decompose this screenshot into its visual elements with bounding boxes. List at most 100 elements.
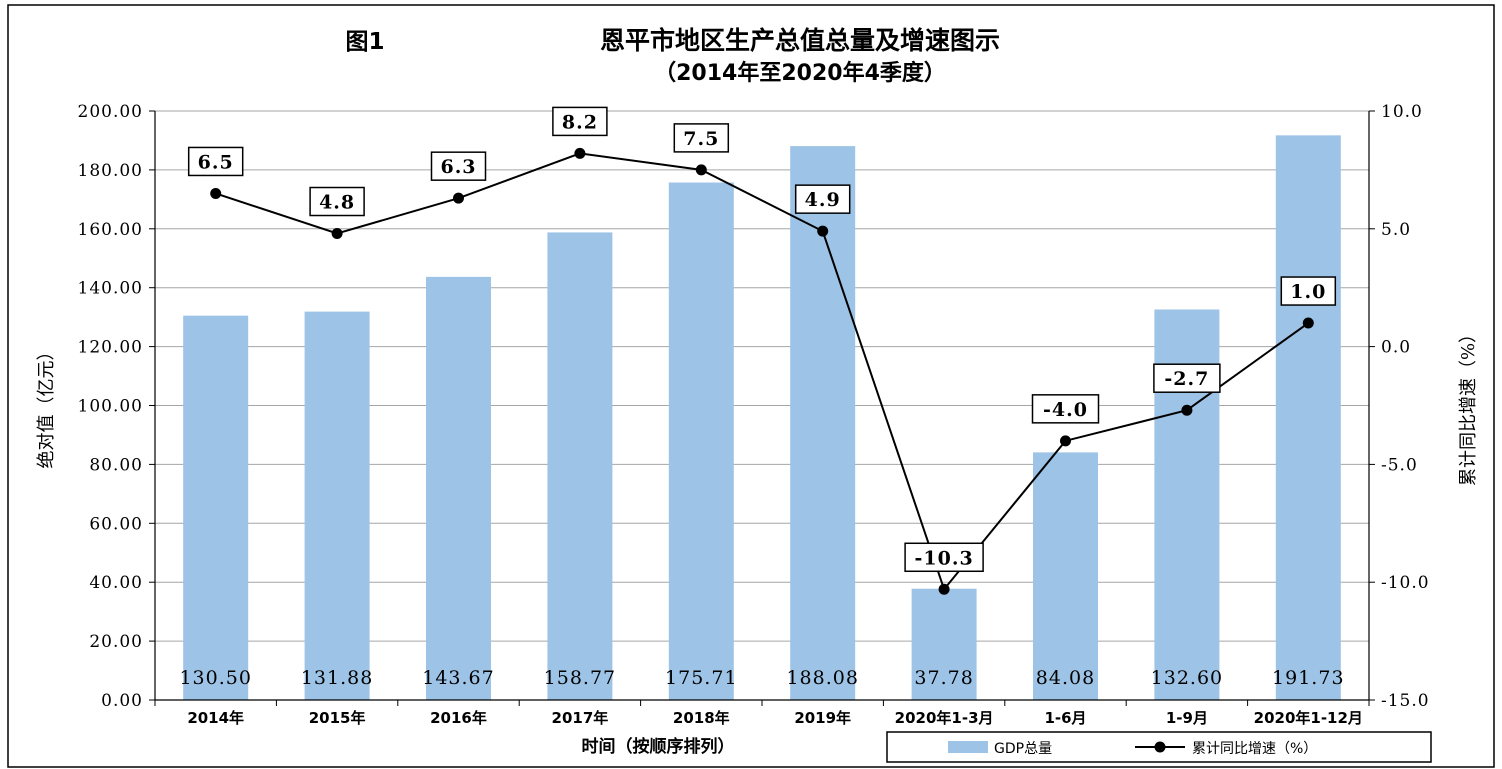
growth-label-text: 4.9 bbox=[805, 189, 841, 211]
bar-value-labels: 130.50 131.88 143.67 158.77 175.71 188.08 37.7… bbox=[179, 667, 1344, 689]
y-tick-label: 80.00 bbox=[89, 455, 143, 475]
y2-tick-label: -10.0 bbox=[1381, 573, 1430, 593]
growth-label-box bbox=[309, 186, 365, 217]
growth-label-box bbox=[1031, 394, 1100, 424]
bar-value-label: 37.78 bbox=[914, 667, 973, 689]
line-series bbox=[210, 147, 1314, 595]
bar bbox=[183, 315, 249, 700]
bar bbox=[547, 232, 613, 700]
bar bbox=[426, 276, 491, 700]
growth-label-text: -4.0 bbox=[1043, 399, 1088, 421]
bar-value-label: 84.08 bbox=[1036, 667, 1095, 689]
bar bbox=[1275, 135, 1341, 700]
x-tick-label: 2018年 bbox=[673, 709, 730, 727]
growth-label-text: 6.3 bbox=[440, 156, 476, 178]
x-tick-label: 2017年 bbox=[552, 709, 609, 727]
bar bbox=[668, 182, 734, 700]
x-tick-label: 2019年 bbox=[794, 709, 851, 727]
y-tick-label: 180.00 bbox=[78, 161, 143, 181]
bar bbox=[304, 311, 370, 700]
x-tick-label: 2015年 bbox=[309, 709, 366, 727]
growth-label-text: -10.3 bbox=[915, 547, 974, 569]
x-axis-ticks: 2014年 2015年 2016年 2017年 2018年 2019年 2020年1-3月 1… bbox=[187, 709, 1363, 727]
growth-label-text: -2.7 bbox=[1164, 368, 1209, 390]
growth-label-box bbox=[1153, 363, 1221, 393]
y2-tick-label: 5.0 bbox=[1381, 220, 1411, 240]
bar-value-label: 131.88 bbox=[301, 667, 373, 689]
left-axis-ticks: 0.00 20.00 40.00 60.00 80.00 100.00 120.00 140.… bbox=[78, 102, 143, 711]
growth-point bbox=[574, 147, 586, 159]
y-tick-label: 40.00 bbox=[89, 573, 143, 593]
y-tick-label: 140.00 bbox=[78, 279, 143, 299]
legend-line-marker bbox=[1154, 741, 1166, 753]
growth-label-box bbox=[430, 151, 487, 181]
growth-label-text: 4.8 bbox=[319, 192, 355, 214]
chart-title: 恩平市地区生产总值总量及增速图示 bbox=[600, 26, 1000, 55]
growth-label-box bbox=[904, 542, 984, 573]
growth-label-box bbox=[552, 106, 608, 137]
growth-point bbox=[331, 228, 343, 240]
growth-label: -10.3 bbox=[904, 542, 984, 573]
growth-label-box bbox=[1280, 276, 1337, 306]
y2-tick-label: -15.0 bbox=[1381, 691, 1430, 711]
growth-label: 8.2 bbox=[552, 106, 608, 137]
growth-label-text: 6.5 bbox=[198, 151, 234, 173]
growth-label-box bbox=[673, 123, 730, 153]
growth-point bbox=[453, 192, 464, 204]
bar bbox=[1033, 452, 1098, 700]
growth-label: -4.0 bbox=[1031, 394, 1100, 424]
legend: GDP总量 累计同比增速（%） bbox=[886, 731, 1432, 763]
growth-label-text: 8.2 bbox=[562, 111, 598, 133]
growth-label-text: 7.5 bbox=[683, 128, 719, 150]
growth-label-text: 1.0 bbox=[1290, 281, 1326, 303]
y-tick-label: 60.00 bbox=[89, 514, 143, 534]
x-axis-title: 时间（按顺序排列） bbox=[582, 736, 735, 757]
growth-line bbox=[215, 152, 1309, 592]
axes bbox=[149, 110, 1375, 706]
growth-label: 6.3 bbox=[430, 151, 487, 181]
chart-subtitle: （2014年至2020年4季度） bbox=[654, 60, 946, 86]
y-tick-label: 0.00 bbox=[101, 691, 143, 711]
x-tick-label: 2016年 bbox=[430, 709, 487, 727]
growth-point bbox=[817, 225, 829, 237]
right-axis-ticks: -15.0 -10.0 -5.0 0.0 5.0 10.0 bbox=[1381, 102, 1430, 711]
growth-label: 7.5 bbox=[673, 123, 730, 153]
chart-figure-number: 图1 bbox=[345, 29, 384, 55]
growth-label-box bbox=[187, 146, 244, 177]
growth-point bbox=[1181, 404, 1193, 416]
bar-value-label: 158.77 bbox=[544, 667, 616, 689]
y2-tick-label: 10.0 bbox=[1381, 102, 1423, 122]
bar-value-label: 130.50 bbox=[179, 667, 251, 689]
growth-point bbox=[210, 187, 222, 199]
y-tick-label: 20.00 bbox=[89, 632, 143, 652]
line-value-labels: 6.5 4.8 6.3 8.2 7.5 4.9 -10.3 -4.0 -2.7 1.0 bbox=[187, 106, 1337, 573]
bar-value-label: 191.73 bbox=[1272, 667, 1344, 689]
y-axis-title: 绝对值（亿元） bbox=[36, 343, 57, 469]
y-tick-label: 120.00 bbox=[78, 338, 143, 358]
legend-line-label: 累计同比增速（%） bbox=[1192, 741, 1317, 757]
y2-axis-title: 累计同比增速（%） bbox=[1458, 325, 1479, 486]
growth-point bbox=[695, 164, 707, 176]
growth-label: 4.8 bbox=[309, 186, 365, 217]
chart-frame bbox=[7, 4, 1495, 768]
y2-tick-label: 0.0 bbox=[1381, 338, 1411, 358]
bar bbox=[911, 588, 977, 700]
growth-point bbox=[1060, 435, 1071, 447]
legend-bar-label: GDP总量 bbox=[994, 741, 1052, 757]
bar-value-label: 132.60 bbox=[1151, 667, 1223, 689]
y-tick-label: 160.00 bbox=[78, 220, 143, 240]
x-tick-label: 2020年1-12月 bbox=[1254, 709, 1363, 727]
growth-point bbox=[1302, 317, 1314, 329]
x-tick-label: 1-6月 bbox=[1044, 709, 1086, 727]
growth-label: 1.0 bbox=[1280, 276, 1337, 306]
bar-value-label: 188.08 bbox=[786, 667, 858, 689]
growth-point bbox=[938, 583, 950, 595]
x-tick-label: 2014年 bbox=[187, 709, 244, 727]
growth-label: 6.5 bbox=[187, 146, 244, 177]
x-tick-label: 1-9月 bbox=[1166, 709, 1208, 727]
bar bbox=[790, 146, 856, 701]
bar-value-label: 143.67 bbox=[422, 667, 494, 689]
growth-label-box bbox=[794, 184, 851, 214]
bar-series bbox=[183, 135, 1341, 701]
